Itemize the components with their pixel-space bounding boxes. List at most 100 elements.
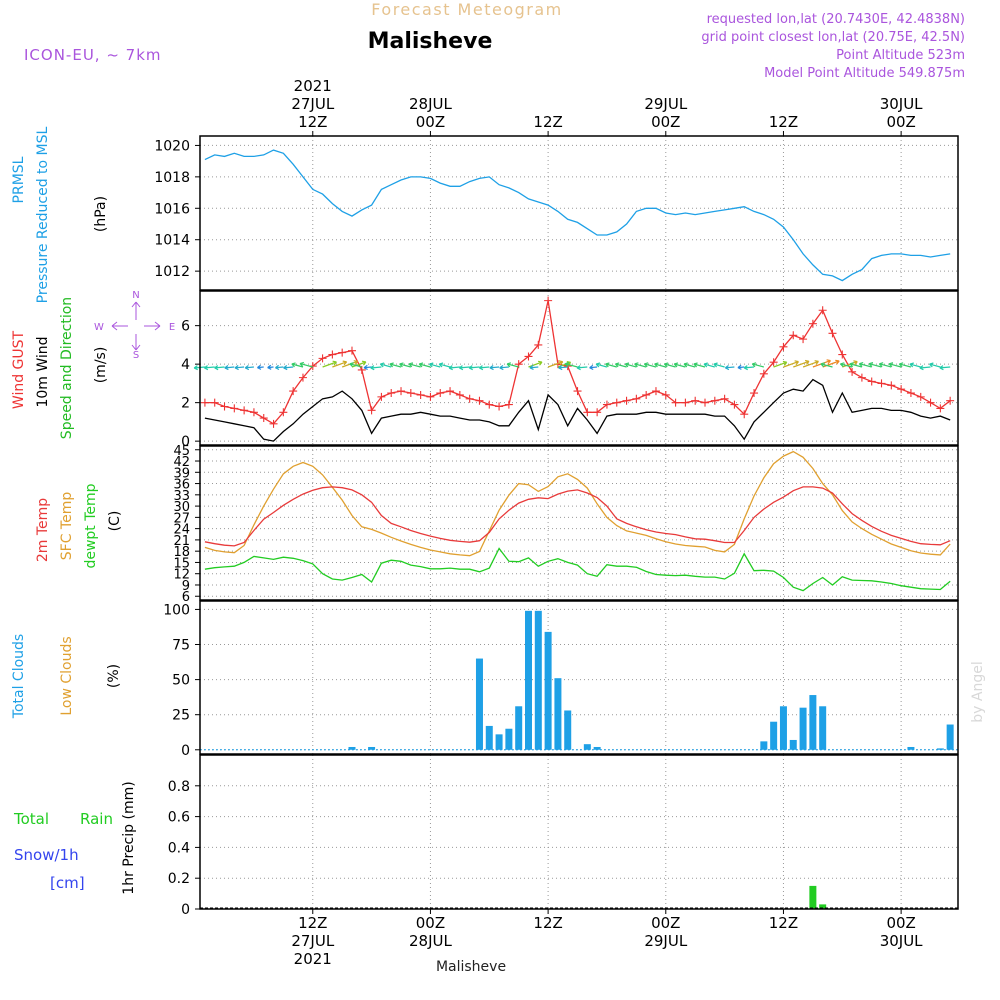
gust-marker (534, 340, 543, 349)
temp-label-2m: 2m Temp (35, 498, 51, 562)
y-tick-label: 75 (172, 638, 190, 654)
credit: by Angel (970, 661, 986, 722)
gust-marker (612, 398, 621, 407)
location-title: Malisheve (368, 29, 493, 54)
gust-marker (661, 390, 670, 399)
wind-direction-arrow (849, 362, 863, 368)
wind-direction-arrow (793, 359, 810, 368)
gust-marker (740, 410, 749, 419)
wind-direction-arrow (458, 365, 470, 371)
gust-marker (799, 335, 808, 344)
wind-direction-arrow (370, 365, 382, 371)
wind-10m-line (204, 378, 951, 442)
cloud-bar (534, 610, 542, 750)
temp-unit: (C) (107, 511, 123, 532)
y-tick-label: 6 (182, 590, 190, 605)
cloud-bar (809, 695, 817, 750)
y-tick-label: 0 (181, 434, 190, 450)
cloud-bar (593, 746, 601, 750)
cloud-bar (554, 678, 562, 750)
y-tick-label: 9 (182, 579, 190, 594)
gust-marker (632, 394, 641, 403)
wind-direction-arrow (547, 360, 564, 368)
wind-direction-arrow (693, 362, 706, 368)
wind-direction-arrow (389, 362, 402, 368)
wind-direction-arrow (888, 362, 902, 368)
gust-marker (259, 414, 268, 423)
panel-frame-2 (199, 445, 959, 601)
wind-direction-arrow (379, 362, 392, 368)
panel-frame-4 (199, 754, 959, 910)
gust-marker (730, 400, 739, 409)
y-tick-label: 36 (173, 478, 190, 493)
wind-direction-arrow (929, 362, 941, 368)
wind-direction-arrow (418, 362, 431, 368)
panel-frame-3 (199, 600, 959, 755)
clouds-label-total: Total Clouds (11, 634, 27, 719)
wind-direction-arrow (683, 362, 696, 368)
gust-marker (436, 389, 445, 398)
time-label-top: 00Z (416, 113, 445, 131)
dewpt-line (204, 547, 951, 592)
gust-marker (838, 350, 847, 359)
gust-marker (485, 400, 494, 409)
time-label-bottom: 00Z (651, 914, 680, 932)
gust-marker (328, 350, 337, 359)
wind-direction-arrow (351, 360, 367, 368)
gust-marker (789, 331, 798, 340)
gust-marker (602, 400, 611, 409)
gust-marker (524, 352, 533, 361)
gust-marker (377, 392, 386, 401)
gust-marker (622, 396, 631, 405)
time-label-bottom: 2021 (294, 950, 332, 968)
wind-direction-arrow (363, 364, 372, 371)
cloud-bar (524, 610, 532, 750)
gust-marker (583, 408, 592, 417)
time-label-bottom: 29JUL (644, 932, 687, 950)
gust-marker (720, 394, 729, 403)
y-tick-label: 0.8 (168, 779, 190, 795)
gust-marker (671, 398, 680, 407)
y-tick-label: 4 (181, 357, 190, 373)
wind-direction-arrow (576, 365, 588, 371)
pressure-label-msl: Pressure Reduced to MSL (35, 126, 51, 303)
time-label-bottom: 28JUL (409, 932, 452, 950)
wind-direction-arrow (751, 362, 764, 368)
time-label-top: 30JUL (880, 95, 923, 113)
wind-direction-arrow (299, 361, 313, 368)
cloud-bar (495, 734, 503, 750)
y-tick-label: 1014 (154, 233, 190, 249)
svg-text:E: E (169, 322, 175, 333)
gust-marker (465, 394, 474, 403)
gust-marker (397, 387, 406, 396)
wind-direction-arrow (605, 362, 617, 368)
wind-direction-arrow (203, 365, 215, 371)
gust-marker (946, 396, 955, 405)
gust-marker (828, 329, 837, 338)
gust-marker (936, 404, 945, 413)
wind-direction-arrow (939, 365, 951, 371)
gust-marker (200, 398, 209, 407)
time-label-top: 00Z (886, 113, 915, 131)
precip-bar (819, 904, 827, 909)
gust-marker (808, 319, 817, 328)
gust-marker (210, 398, 219, 407)
gust-marker (857, 373, 866, 382)
gust-marker (759, 369, 768, 378)
wind-label-direction: Speed and Direction (59, 297, 75, 439)
wind-direction-arrow (428, 362, 441, 368)
wind-compass-icon: N W E S (94, 290, 175, 361)
gust-marker (779, 342, 788, 351)
gust-marker (426, 392, 435, 401)
y-tick-label: 0 (181, 743, 190, 759)
y-tick-label: 1012 (154, 264, 190, 280)
wind-label-gust: Wind GUST (11, 330, 27, 409)
wind-direction-arrow (257, 364, 264, 370)
gust-marker (544, 296, 553, 305)
wind-direction-arrow (822, 359, 840, 368)
gust-marker (406, 389, 415, 398)
wind-direction-arrow (489, 365, 500, 371)
precip-label-rain: Rain (80, 810, 113, 828)
gust-marker (298, 373, 307, 382)
